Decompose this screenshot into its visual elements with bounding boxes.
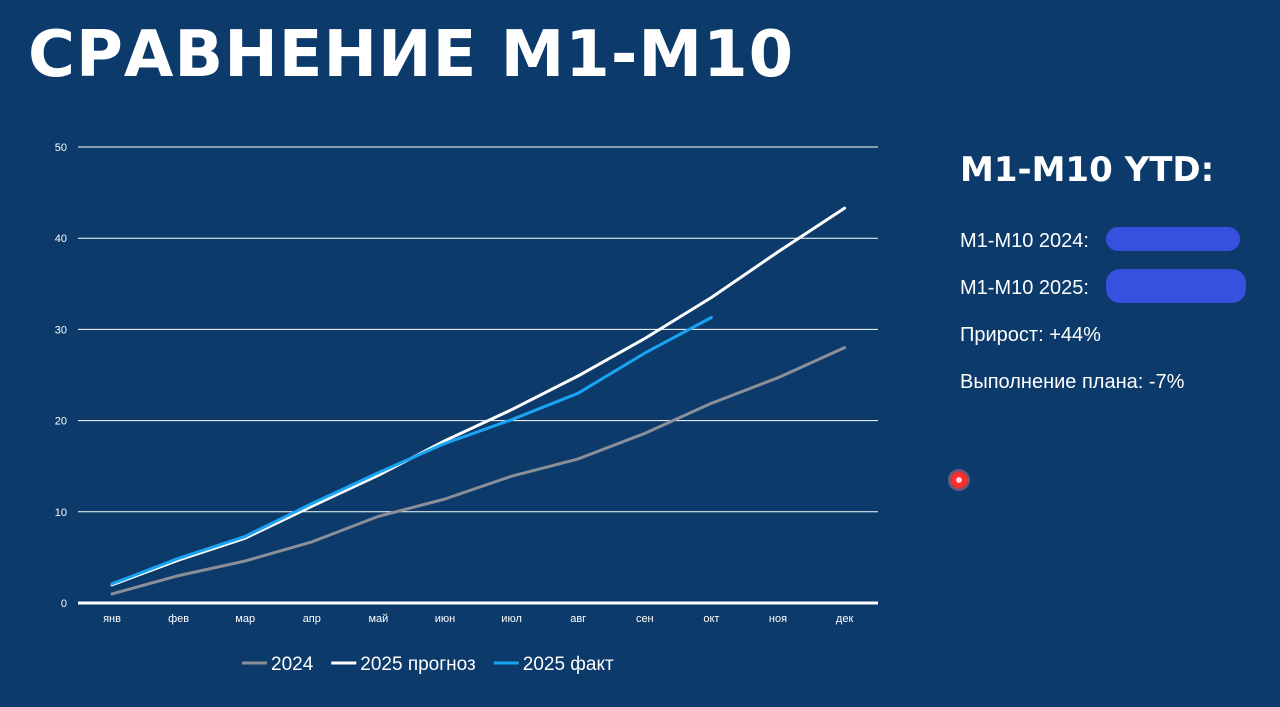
x-tick-label: дек bbox=[836, 613, 854, 625]
x-tick-label: июн bbox=[435, 613, 455, 625]
chart-grid bbox=[78, 146, 878, 605]
redacted-value bbox=[1106, 227, 1240, 251]
y-tick-label: 50 bbox=[55, 142, 67, 154]
y-axis-ticks: 0 10 20 30 40 50 bbox=[55, 142, 67, 610]
x-tick-label: янв bbox=[103, 613, 121, 625]
x-tick-label: сен bbox=[636, 613, 654, 625]
x-tick-label: май bbox=[368, 613, 388, 625]
legend-label: 2025 прогноз bbox=[360, 654, 475, 675]
ytd-summary-panel: М1-М10 YTD: М1-М10 2024: М1-М10 2025: Пр… bbox=[960, 148, 1270, 418]
ytd-row-plan: Выполнение плана: -7% bbox=[960, 371, 1270, 394]
ytd-row-2025-label: М1-М10 2025: bbox=[960, 277, 1089, 299]
slide-title: СРАВНЕНИЕ М1-М10 bbox=[28, 18, 795, 92]
x-axis-ticks: янв фев мар апр май июн июл авг сен окт ноя дек bbox=[103, 613, 853, 625]
y-tick-label: 20 bbox=[55, 416, 67, 428]
x-tick-label: апр bbox=[303, 613, 321, 625]
chart-legend: 2024 2025 прогноз 2025 факт bbox=[242, 654, 614, 675]
legend-label: 2025 факт bbox=[523, 654, 614, 675]
ytd-plan-label: Выполнение плана: -7% bbox=[960, 371, 1185, 393]
x-tick-label: мар bbox=[235, 613, 255, 625]
x-tick-label: июл bbox=[501, 613, 522, 625]
pointer-dot bbox=[951, 472, 967, 488]
x-tick-label: авг bbox=[570, 613, 586, 625]
series-line bbox=[110, 346, 847, 596]
x-tick-label: фев bbox=[168, 613, 189, 625]
y-tick-label: 40 bbox=[55, 233, 67, 245]
ytd-row-2024-label: М1-М10 2024: bbox=[960, 230, 1089, 252]
ytd-title: М1-М10 YTD: bbox=[960, 150, 1215, 190]
x-tick-label: окт bbox=[703, 613, 719, 625]
ytd-row-2025: М1-М10 2025: bbox=[960, 269, 1270, 303]
y-tick-label: 30 bbox=[55, 324, 67, 336]
y-tick-label: 0 bbox=[61, 598, 67, 610]
x-tick-label: ноя bbox=[769, 613, 787, 625]
series-line bbox=[110, 316, 713, 586]
legend-label: 2024 bbox=[271, 654, 314, 675]
series-line bbox=[110, 206, 847, 587]
chart-series bbox=[110, 206, 847, 596]
redacted-value bbox=[1106, 269, 1246, 303]
y-tick-label: 10 bbox=[55, 507, 67, 519]
ytd-growth-label: Прирост: +44% bbox=[960, 324, 1101, 346]
ytd-row-growth: Прирост: +44% bbox=[960, 324, 1270, 347]
ytd-row-2024: М1-М10 2024: bbox=[960, 227, 1270, 253]
